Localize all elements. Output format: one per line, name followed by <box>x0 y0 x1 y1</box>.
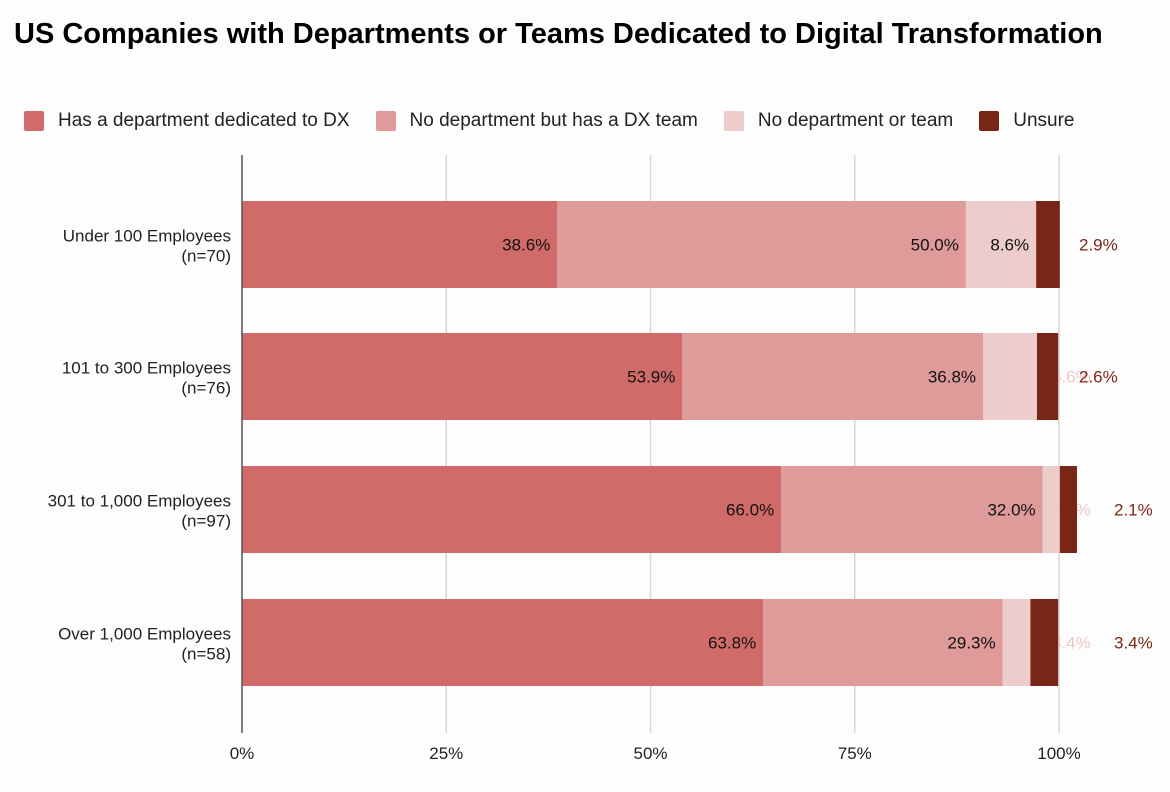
data-label: 38.6% <box>502 236 550 255</box>
legend-item[interactable]: Has a department dedicated to DX <box>24 110 350 132</box>
legend-item[interactable]: Unsure <box>979 110 1074 132</box>
legend-item[interactable]: No department or team <box>723 110 954 132</box>
data-label: 2.9% <box>1079 236 1118 255</box>
bar-segment <box>1030 599 1059 686</box>
bar-segment <box>763 599 1003 686</box>
bar-segment <box>1036 333 1059 420</box>
legend-swatch <box>979 111 1000 131</box>
chart-title: US Companies with Departments or Teams D… <box>14 18 1103 50</box>
data-label: 2.1% <box>1114 501 1153 520</box>
data-label: 29.3% <box>947 634 995 653</box>
data-label: 3.4% <box>1052 634 1091 653</box>
legend: Has a department dedicated to DX No depa… <box>24 110 1100 132</box>
data-label: 63.8% <box>708 634 756 653</box>
x-tick-label: 100% <box>1037 744 1080 763</box>
legend-swatch <box>375 111 396 131</box>
category-sample-size: (n=70) <box>181 247 231 266</box>
legend-label: Unsure <box>1013 110 1075 131</box>
bar-segment <box>983 333 1037 420</box>
data-label: 32.0% <box>987 501 1035 520</box>
category-sample-size: (n=76) <box>181 379 231 398</box>
data-label: 2.6% <box>1079 368 1118 387</box>
bar-segment <box>557 201 966 288</box>
category-label: 101 to 300 Employees <box>62 359 231 378</box>
bar-segment <box>965 201 1037 288</box>
x-tick-label: 0% <box>230 744 255 763</box>
data-label: 8.6% <box>990 236 1029 255</box>
category-sample-size: (n=58) <box>181 645 231 664</box>
bar-segment <box>242 333 683 420</box>
data-label: 50.0% <box>911 236 959 255</box>
x-tick-label: 50% <box>633 744 667 763</box>
bar-segment <box>242 466 782 553</box>
bar-segment <box>1059 466 1077 553</box>
legend-label: Has a department dedicated to DX <box>58 110 350 131</box>
data-label: 6.6% <box>1052 368 1091 387</box>
legend-swatch <box>723 111 744 131</box>
data-label: 53.9% <box>627 368 675 387</box>
bar-segment <box>1042 466 1060 553</box>
x-tick-label: 75% <box>838 744 872 763</box>
bar-segment <box>242 201 558 288</box>
data-label: 3.4% <box>1114 634 1153 653</box>
x-tick-label: 25% <box>429 744 463 763</box>
legend-label: No department or team <box>757 110 954 131</box>
legend-swatch <box>24 111 44 131</box>
bar-segment <box>781 466 1043 553</box>
legend-label: No department but has a DX team <box>409 110 698 131</box>
category-label: 301 to 1,000 Employees <box>48 492 231 511</box>
bar-segment <box>1002 599 1031 686</box>
bar-segment <box>1036 201 1060 288</box>
category-sample-size: (n=97) <box>181 512 231 531</box>
legend-item[interactable]: No department but has a DX team <box>375 110 698 132</box>
bar-segment <box>242 599 764 686</box>
category-label: Under 100 Employees <box>63 227 231 246</box>
data-label: 66.0% <box>726 501 774 520</box>
data-label: 36.8% <box>928 368 976 387</box>
category-label: Over 1,000 Employees <box>58 625 231 644</box>
bar-segment <box>682 333 984 420</box>
